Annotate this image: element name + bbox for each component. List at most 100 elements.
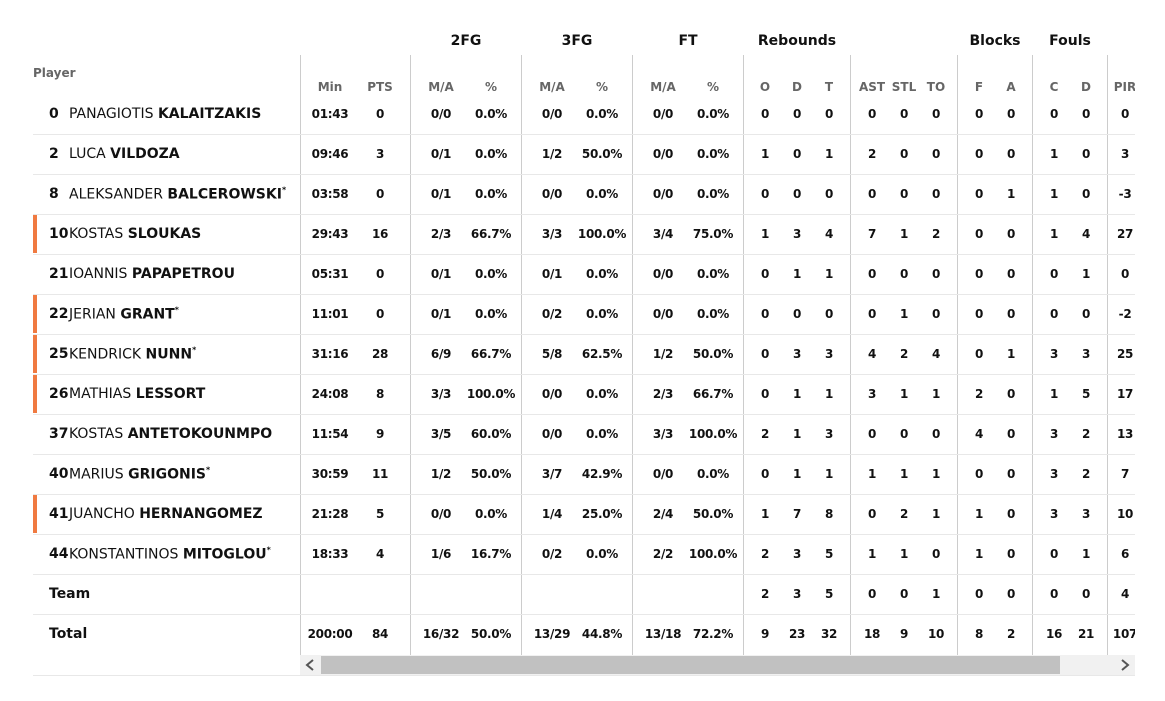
column-header: D xyxy=(1081,80,1091,94)
stat-cell: 3/7 xyxy=(541,467,563,481)
player-name: KONSTANTINOS MITOGLOU* xyxy=(69,546,271,563)
last-name: BALCEROWSKI xyxy=(167,186,282,203)
stat-cell: 0 xyxy=(1081,147,1091,161)
row-divider xyxy=(33,414,1135,415)
stat-cell: 0/0 xyxy=(652,107,674,121)
stat-cell: 4 xyxy=(931,347,941,361)
player-number: 25 xyxy=(49,346,69,362)
stat-cell: 0 xyxy=(760,347,770,361)
stat-cell: 0 xyxy=(867,507,877,521)
stat-cell: 0.0% xyxy=(696,107,730,121)
stat-cell: 10 xyxy=(927,627,945,641)
stat-cell: 0 xyxy=(899,427,909,441)
stat-cell: 0 xyxy=(792,187,802,201)
player-number: 21 xyxy=(49,266,69,282)
player-name: PANAGIOTIS KALAITZAKIS xyxy=(69,106,261,122)
stat-cell: 4 xyxy=(1081,227,1091,241)
stat-cell: 0 xyxy=(974,147,984,161)
stat-cell: 3 xyxy=(824,427,834,441)
stat-cell: 1 xyxy=(899,467,909,481)
last-name: NUNN xyxy=(145,346,193,363)
column-divider xyxy=(743,55,744,655)
stat-cell: 18:33 xyxy=(311,547,349,561)
stat-cell: 13 xyxy=(1116,427,1134,441)
stat-cell: 0/0 xyxy=(430,107,452,121)
stat-cell: 1 xyxy=(974,507,984,521)
stat-cell: 0 xyxy=(1049,587,1059,601)
stat-cell: 1 xyxy=(1006,187,1016,201)
stat-cell: 0 xyxy=(931,147,941,161)
stat-cell: 0 xyxy=(931,547,941,561)
stat-cell: 0.0% xyxy=(696,267,730,281)
column-divider xyxy=(410,55,411,655)
stat-cell: 0 xyxy=(974,107,984,121)
stat-cell: 0 xyxy=(760,267,770,281)
player-number: 41 xyxy=(49,506,69,522)
stat-cell: 0/0 xyxy=(541,427,563,441)
column-header: F xyxy=(974,80,984,94)
last-name: ANTETOKOUNMPO xyxy=(127,426,273,442)
stat-cell: 0.0% xyxy=(585,107,619,121)
scroll-right[interactable] xyxy=(1115,655,1135,675)
stat-cell: 0.0% xyxy=(585,547,619,561)
stat-cell: -3 xyxy=(1118,187,1132,201)
stat-cell: 2/3 xyxy=(652,387,674,401)
stat-cell: 50.0% xyxy=(470,627,512,641)
stat-cell: 1/2 xyxy=(652,347,674,361)
first-name: MATHIAS xyxy=(69,386,132,402)
stat-cell: 0.0% xyxy=(696,187,730,201)
stat-cell: 0 xyxy=(1081,307,1091,321)
stat-cell: 1/4 xyxy=(541,507,563,521)
starter-marker xyxy=(33,215,37,253)
column-header: TO xyxy=(926,80,946,94)
scroll-left[interactable] xyxy=(300,655,320,675)
stat-cell: 4 xyxy=(375,547,385,561)
column-header: AST xyxy=(858,80,886,94)
stat-cell: 10 xyxy=(1116,507,1134,521)
column-header: % xyxy=(595,80,609,94)
stat-cell: 0/1 xyxy=(541,267,563,281)
stat-cell: 6/9 xyxy=(430,347,452,361)
column-header: PTS xyxy=(367,80,393,94)
player-header: Player xyxy=(33,66,76,80)
row-divider xyxy=(33,574,1135,575)
stat-cell: 25.0% xyxy=(581,507,623,521)
row-divider xyxy=(33,334,1135,335)
stat-cell: 9 xyxy=(899,627,909,641)
stat-cell: 3/3 xyxy=(652,427,674,441)
stat-cell: 3/4 xyxy=(652,227,674,241)
stat-cell: 0 xyxy=(1006,507,1016,521)
stat-cell: 0/0 xyxy=(652,467,674,481)
player-number: 40 xyxy=(49,466,69,482)
column-divider xyxy=(1032,55,1033,655)
stat-cell: 0 xyxy=(1081,107,1091,121)
first-name: JUANCHO xyxy=(69,506,135,522)
scrollbar-thumb[interactable] xyxy=(321,656,1060,674)
stat-cell: 3 xyxy=(1049,427,1059,441)
stat-cell: 100.0% xyxy=(466,387,516,401)
stat-cell: 18 xyxy=(863,627,881,641)
column-header: T xyxy=(824,80,834,94)
last-name: MITOGLOU xyxy=(182,546,267,563)
stat-cell: 0/0 xyxy=(430,507,452,521)
stat-cell: 0 xyxy=(1006,267,1016,281)
stat-cell: 11 xyxy=(371,467,389,481)
column-header: % xyxy=(706,80,720,94)
stat-cell: 01:43 xyxy=(311,107,349,121)
stat-cell: 0/1 xyxy=(430,187,452,201)
row-divider xyxy=(33,534,1135,535)
stat-cell: 50.0% xyxy=(581,147,623,161)
stat-cell: 1 xyxy=(931,587,941,601)
stat-cell: 13/29 xyxy=(533,627,571,641)
last-name: GRIGONIS xyxy=(128,466,206,483)
column-header: M/A xyxy=(650,80,676,94)
stat-cell: 0 xyxy=(899,587,909,601)
stat-cell: 0 xyxy=(792,107,802,121)
stat-cell: 2 xyxy=(760,427,770,441)
first-name: KOSTAS xyxy=(69,426,124,442)
row-divider xyxy=(33,614,1135,615)
stat-cell: 0 xyxy=(760,187,770,201)
stat-cell: 0 xyxy=(1006,427,1016,441)
stat-cell: 0 xyxy=(974,227,984,241)
stat-cell: 28 xyxy=(371,347,389,361)
